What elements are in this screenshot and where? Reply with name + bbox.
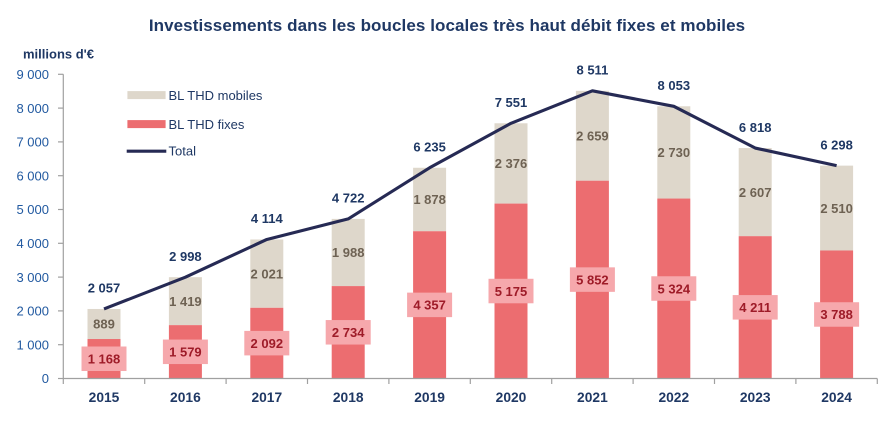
- svg-text:1 878: 1 878: [413, 192, 446, 207]
- svg-text:2023: 2023: [740, 390, 771, 405]
- svg-text:0: 0: [42, 371, 49, 386]
- svg-text:2019: 2019: [414, 390, 445, 405]
- svg-text:2 730: 2 730: [658, 145, 691, 160]
- svg-text:2018: 2018: [333, 390, 364, 405]
- svg-text:6 235: 6 235: [413, 140, 446, 155]
- svg-text:2 057: 2 057: [88, 281, 121, 296]
- svg-text:6 818: 6 818: [739, 120, 772, 135]
- svg-text:8 511: 8 511: [576, 63, 608, 78]
- svg-text:2 000: 2 000: [16, 304, 49, 319]
- svg-text:millions d'€: millions d'€: [23, 46, 94, 61]
- svg-text:8 053: 8 053: [658, 78, 691, 93]
- svg-text:9 000: 9 000: [16, 67, 49, 82]
- svg-text:2 998: 2 998: [169, 249, 202, 264]
- svg-text:2 092: 2 092: [251, 336, 284, 351]
- svg-text:3 788: 3 788: [820, 307, 853, 322]
- svg-text:889: 889: [93, 317, 115, 332]
- svg-text:7 000: 7 000: [16, 135, 49, 150]
- svg-text:5 000: 5 000: [16, 202, 49, 217]
- svg-text:2 659: 2 659: [576, 129, 609, 144]
- svg-text:8 000: 8 000: [16, 101, 49, 116]
- svg-text:5 324: 5 324: [658, 281, 691, 296]
- svg-text:1 168: 1 168: [88, 352, 121, 367]
- svg-text:2016: 2016: [170, 390, 201, 405]
- svg-text:2017: 2017: [251, 390, 282, 405]
- svg-text:5 175: 5 175: [495, 284, 528, 299]
- svg-text:6 000: 6 000: [16, 168, 49, 183]
- svg-text:1 988: 1 988: [332, 245, 365, 260]
- svg-text:2 021: 2 021: [251, 266, 284, 281]
- svg-text:1 579: 1 579: [169, 345, 202, 360]
- svg-text:2 510: 2 510: [820, 201, 853, 216]
- svg-text:Investissements dans les boucl: Investissements dans les boucles locales…: [149, 16, 745, 35]
- svg-text:1 000: 1 000: [16, 337, 49, 352]
- svg-text:Total: Total: [169, 144, 197, 159]
- svg-text:2015: 2015: [89, 390, 120, 405]
- svg-text:2020: 2020: [496, 390, 527, 405]
- svg-text:BL THD fixes: BL THD fixes: [169, 117, 245, 132]
- svg-text:2 734: 2 734: [332, 325, 365, 340]
- svg-text:4 722: 4 722: [332, 191, 365, 206]
- svg-text:4 211: 4 211: [739, 300, 771, 315]
- svg-text:2022: 2022: [658, 390, 689, 405]
- svg-text:4 357: 4 357: [413, 298, 446, 313]
- svg-text:4 000: 4 000: [16, 236, 49, 251]
- svg-text:6 298: 6 298: [820, 137, 853, 152]
- svg-text:7 551: 7 551: [495, 95, 528, 110]
- svg-text:BL THD mobiles: BL THD mobiles: [169, 88, 263, 103]
- svg-text:2 607: 2 607: [739, 185, 772, 200]
- svg-text:1 419: 1 419: [169, 294, 202, 309]
- svg-text:2024: 2024: [821, 390, 852, 405]
- svg-text:5 852: 5 852: [576, 272, 609, 287]
- svg-text:3 000: 3 000: [16, 270, 49, 285]
- svg-text:2 376: 2 376: [495, 156, 528, 171]
- svg-text:2021: 2021: [577, 390, 608, 405]
- svg-text:4 114: 4 114: [251, 211, 284, 226]
